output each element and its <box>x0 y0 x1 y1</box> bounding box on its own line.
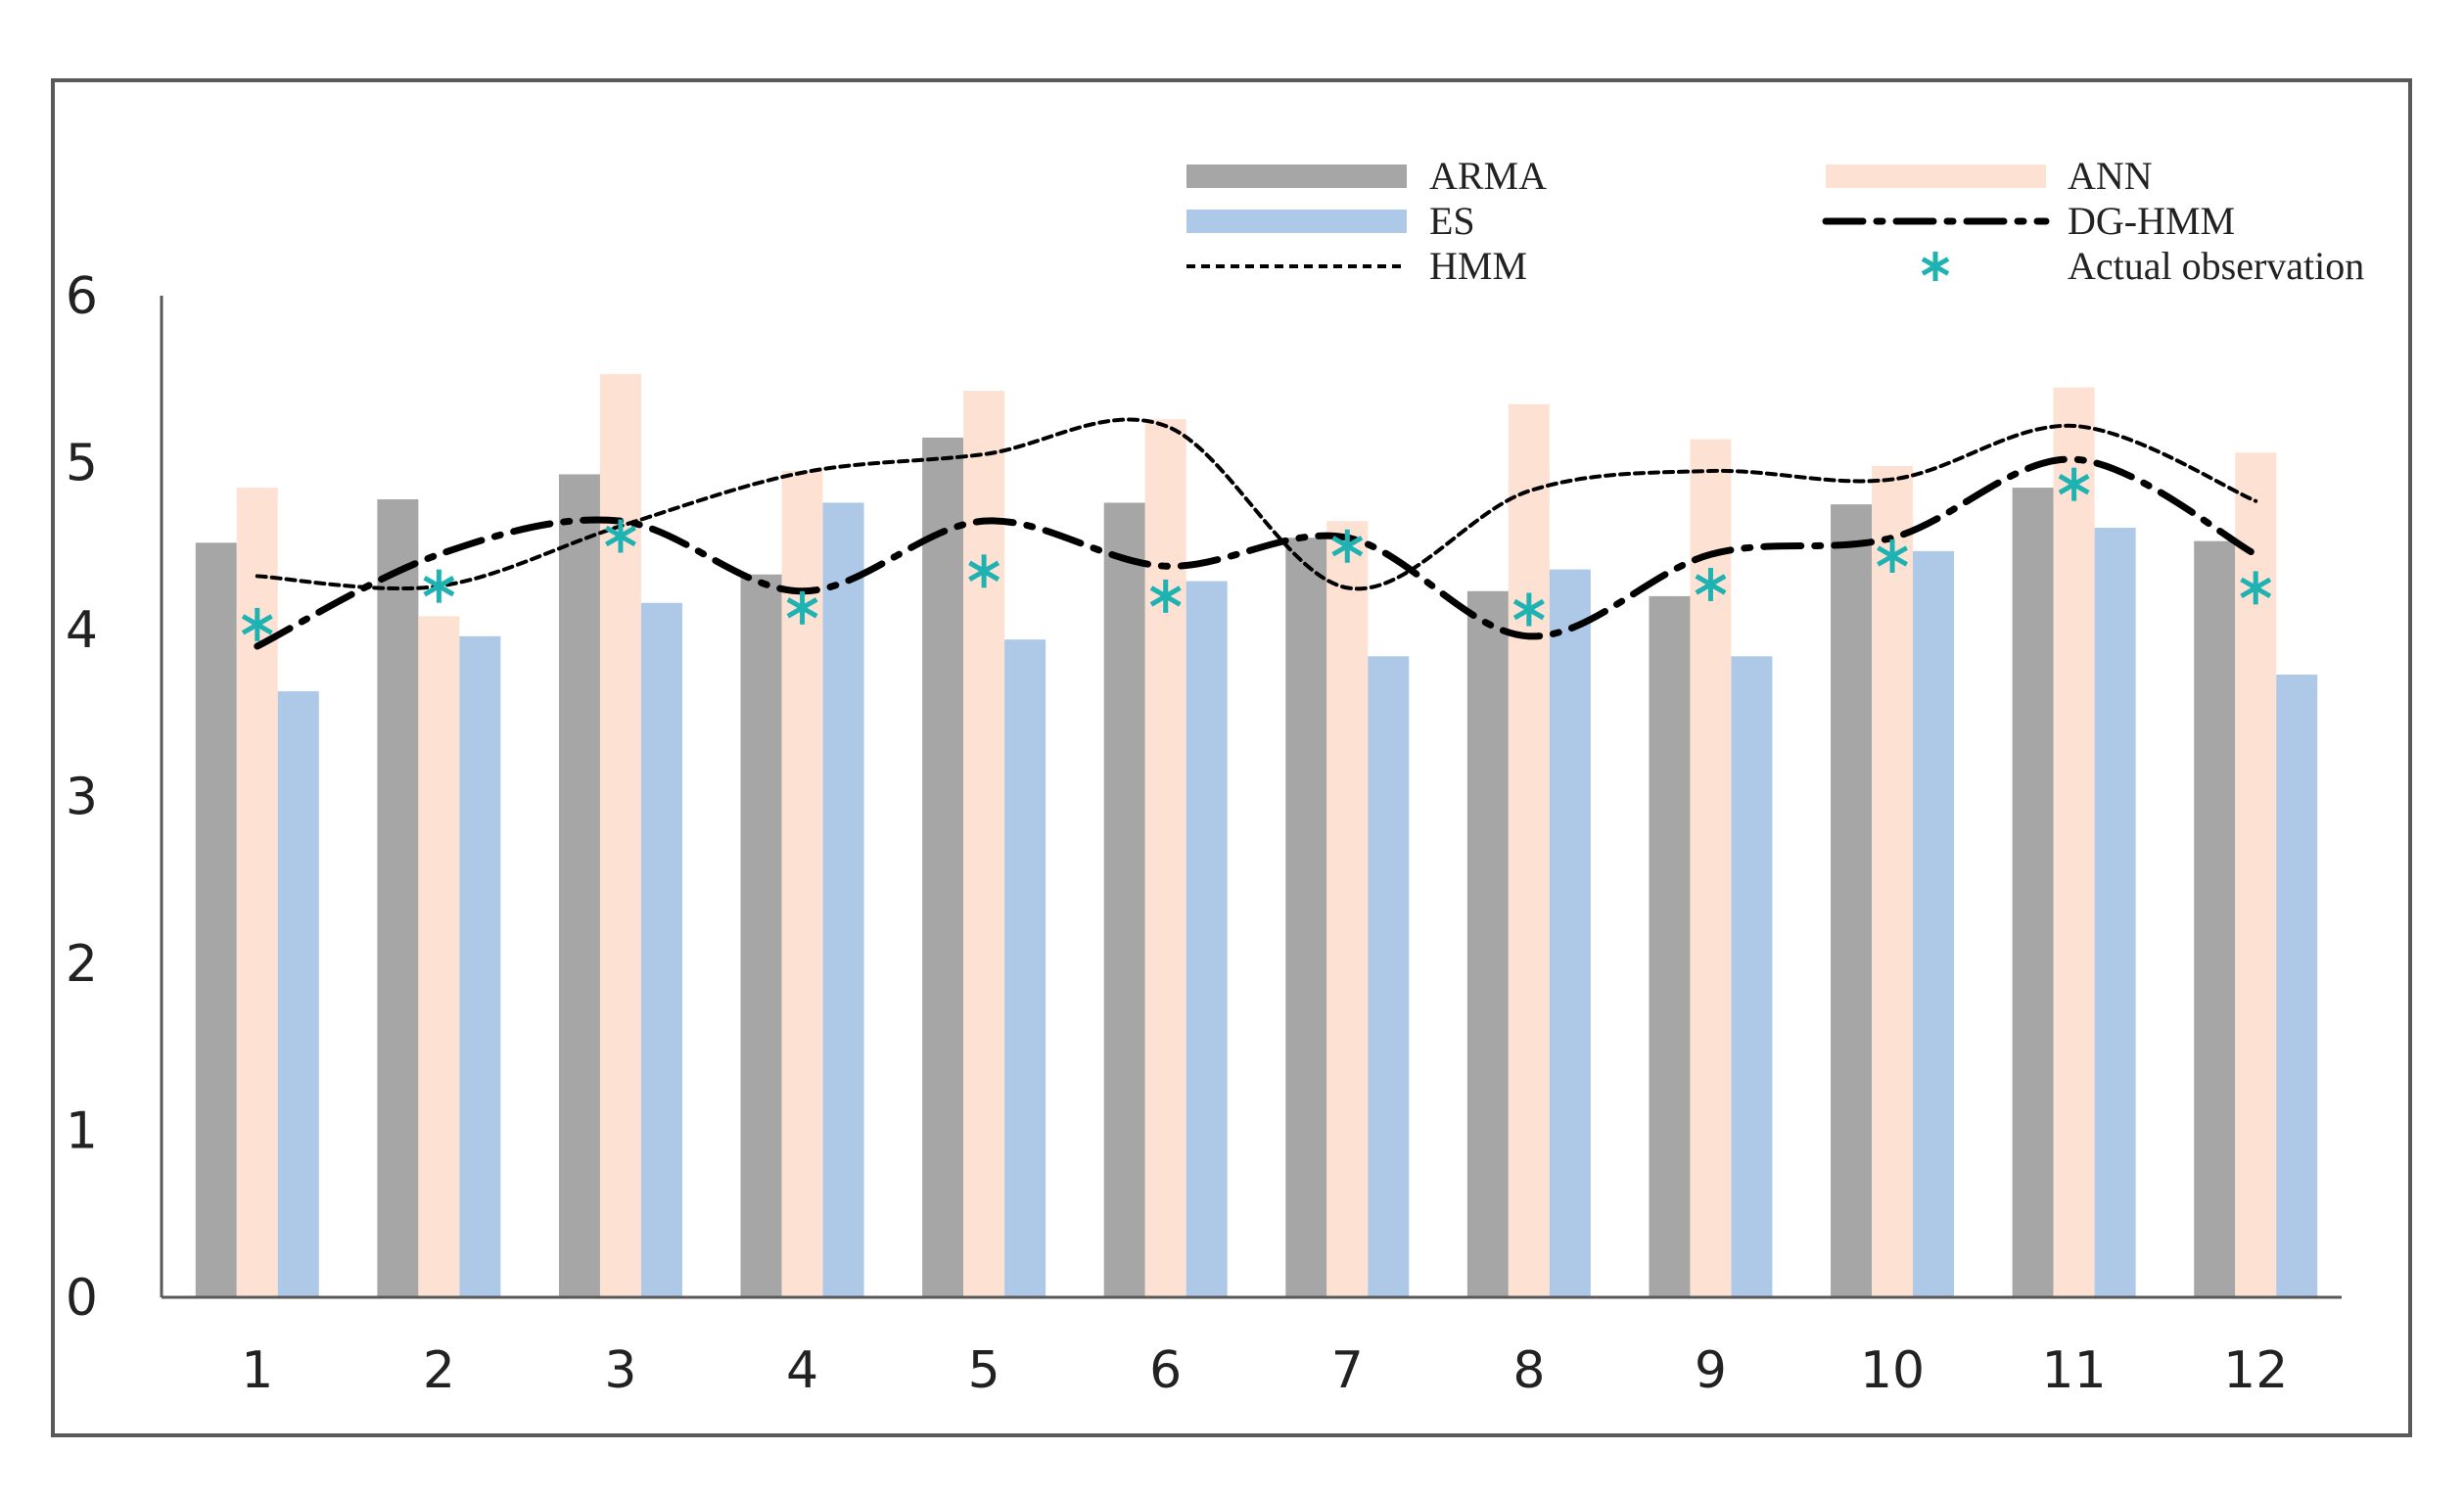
bar-ann-8 <box>1508 403 1550 1297</box>
marker-actual-observation-7 <box>1331 529 1364 563</box>
x-tick-label-12: 12 <box>2223 1341 2288 1400</box>
line-series-hmm <box>255 417 2258 591</box>
legend-label-actual-observation: Actual observation <box>2068 244 2364 288</box>
bar-arma-4 <box>740 574 782 1297</box>
bar-es-12 <box>2276 675 2318 1297</box>
bar-es-3 <box>640 602 682 1297</box>
bar-arma-2 <box>377 499 419 1297</box>
bar-ann-3 <box>599 374 641 1297</box>
marker-actual-observation-12 <box>2240 571 2272 605</box>
bar-es-4 <box>822 502 864 1297</box>
bar-ann-11 <box>2053 387 2095 1297</box>
x-tick-label-8: 8 <box>1512 1341 1545 1400</box>
marker-series-actual-observation <box>241 467 2272 641</box>
marker-actual-observation-2 <box>423 569 455 603</box>
bar-es-10 <box>1913 550 1955 1297</box>
bar-es-7 <box>1368 656 1410 1297</box>
marker-actual-observation-9 <box>1695 567 1727 601</box>
legend-swatch-ann <box>1826 164 2046 188</box>
bar-es-1 <box>277 691 319 1297</box>
marker-actual-observation-8 <box>1512 592 1545 627</box>
bar-arma-12 <box>2194 540 2236 1297</box>
marker-actual-observation-5 <box>968 554 1000 588</box>
bar-ann-6 <box>1144 419 1186 1297</box>
legend-label-hmm: HMM <box>1429 244 1527 288</box>
bar-ann-7 <box>1326 521 1369 1297</box>
bar-series-es <box>277 502 2318 1297</box>
bar-arma-8 <box>1466 590 1509 1297</box>
legend-label-arma: ARMA <box>1429 154 1547 198</box>
x-tick-label-11: 11 <box>2042 1341 2107 1400</box>
marker-actual-observation-4 <box>786 590 818 625</box>
x-tick-label-7: 7 <box>1331 1341 1364 1400</box>
marker-actual-observation-6 <box>1149 579 1182 613</box>
x-tick-label-6: 6 <box>1149 1341 1182 1400</box>
y-tick-label-6: 6 <box>66 267 98 326</box>
bar-es-9 <box>1731 656 1773 1297</box>
legend-label-es: ES <box>1429 199 1475 243</box>
x-tick-label-2: 2 <box>423 1341 455 1400</box>
x-tick-label-1: 1 <box>241 1341 273 1400</box>
marker-actual-observation-11 <box>2058 467 2090 501</box>
y-tick-label-2: 2 <box>66 935 98 994</box>
x-tick-label-4: 4 <box>786 1341 818 1400</box>
bar-arma-6 <box>1103 502 1145 1297</box>
x-tick-label-9: 9 <box>1695 1341 1727 1400</box>
legend-swatch-es <box>1186 210 1407 233</box>
legend: ARMA ANN ES DG-HMM HMM Actual observation <box>1186 154 2364 288</box>
marker-actual-observation-10 <box>1877 538 1909 573</box>
bar-es-5 <box>1004 639 1046 1297</box>
y-tick-label-4: 4 <box>66 601 98 660</box>
line-series-dg-hmm <box>254 455 2259 650</box>
y-tick-label-3: 3 <box>66 769 98 827</box>
bar-arma-7 <box>1285 538 1327 1297</box>
bar-ann-2 <box>418 616 460 1297</box>
bar-arma-5 <box>922 437 964 1297</box>
y-tick-label-0: 0 <box>66 1269 98 1328</box>
bar-es-11 <box>2094 527 2136 1297</box>
bar-arma-1 <box>195 542 237 1297</box>
bar-es-8 <box>1549 569 1591 1297</box>
legend-swatch-actual-observation <box>1921 252 1950 281</box>
bar-arma-9 <box>1649 595 1691 1297</box>
legend-label-dg-hmm: DG-HMM <box>2068 199 2235 243</box>
bar-es-2 <box>459 635 501 1297</box>
bar-arma-11 <box>2012 488 2054 1297</box>
bar-series-arma <box>195 437 2236 1297</box>
bar-ann-10 <box>1872 465 1914 1297</box>
legend-swatch-arma <box>1186 164 1407 188</box>
x-tick-label-5: 5 <box>968 1341 1000 1400</box>
x-tick-label-3: 3 <box>604 1341 636 1400</box>
x-tick-label-10: 10 <box>1860 1341 1925 1400</box>
bar-ann-5 <box>963 391 1005 1297</box>
y-tick-label-1: 1 <box>66 1102 98 1161</box>
marker-actual-observation-3 <box>604 519 636 553</box>
bar-arma-10 <box>1831 504 1873 1297</box>
bar-es-6 <box>1186 581 1228 1297</box>
y-tick-label-5: 5 <box>66 435 98 493</box>
legend-label-ann: ANN <box>2068 154 2153 198</box>
bar-arma-3 <box>558 474 600 1297</box>
marker-actual-observation-1 <box>241 607 273 641</box>
